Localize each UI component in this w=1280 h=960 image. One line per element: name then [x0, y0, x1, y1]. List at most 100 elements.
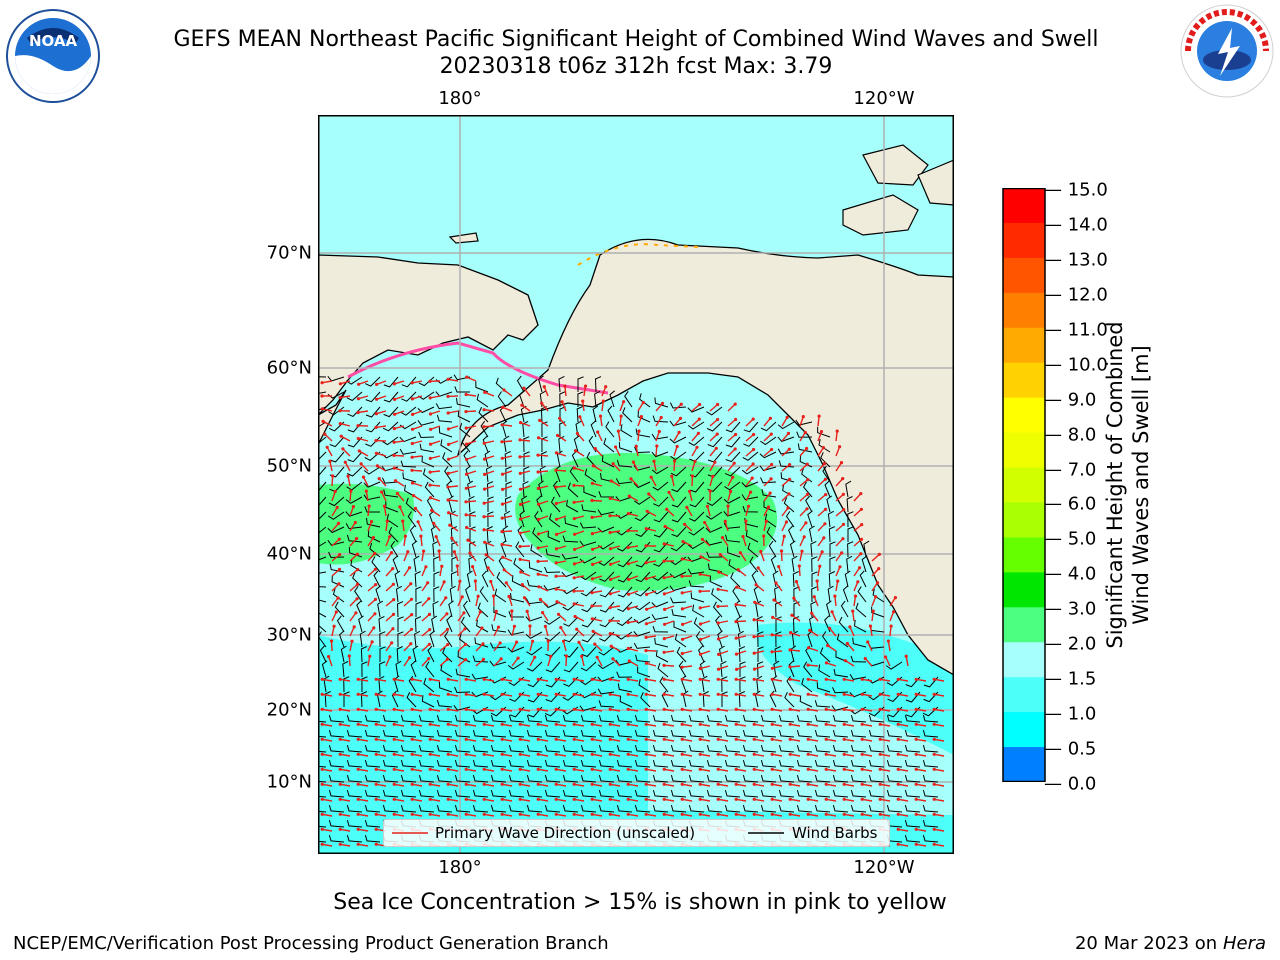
- wave-direction-arrowhead: [652, 459, 656, 463]
- wind-barb: [472, 744, 489, 753]
- wave-direction-arrowhead: [482, 692, 486, 696]
- wave-direction-arrowhead: [464, 692, 468, 696]
- wave-direction-arrowhead: [427, 612, 432, 616]
- wave-direction-arrow: [673, 403, 682, 412]
- sea-ice-bering: [347, 341, 609, 395]
- footer-host: Hera: [1222, 933, 1266, 954]
- wave-direction-arrowhead: [718, 553, 722, 557]
- wave-direction-arrowhead: [338, 752, 342, 756]
- wind-barb: [581, 616, 597, 628]
- wave-direction-arrowhead: [536, 767, 540, 771]
- wind-barb: [749, 556, 759, 573]
- wave-direction-arrowhead: [355, 552, 359, 556]
- wave-direction-arrowhead: [839, 461, 844, 465]
- wave-direction-arrow: [484, 798, 495, 802]
- wave-direction-arrowhead: [626, 782, 630, 786]
- wave-direction-arrow: [610, 497, 621, 502]
- wave-direction-arrow: [635, 446, 639, 457]
- wave-direction-arrowhead: [608, 619, 612, 623]
- wind-barb: [486, 526, 493, 543]
- wind-barb: [819, 647, 831, 663]
- wind-barb: [318, 436, 327, 445]
- wave-direction-arrowhead: [777, 565, 781, 569]
- wind-barb: [904, 804, 921, 813]
- wave-direction-arrow: [520, 530, 531, 534]
- wave-direction-arrowhead: [662, 663, 666, 668]
- wave-direction-arrow: [394, 768, 405, 772]
- wave-direction-arrow: [322, 723, 333, 727]
- wave-direction-arrowhead: [805, 492, 810, 496]
- wave-direction-arrow: [322, 408, 333, 412]
- wave-direction-arrowhead: [590, 722, 594, 726]
- wave-direction-arrow: [727, 448, 736, 457]
- wind-barb: [652, 744, 669, 753]
- wave-direction-arrowhead: [428, 812, 432, 816]
- wave-direction-arrow: [628, 575, 639, 581]
- wind-barb: [616, 671, 633, 678]
- colorbar-tick-label: — 5.0: [1044, 528, 1097, 550]
- wave-direction-arrow: [736, 768, 747, 772]
- wind-barb: [418, 714, 435, 723]
- wind-barb: [707, 436, 723, 448]
- footer-date-host: 20 Mar 2023 on Hera: [1075, 933, 1266, 954]
- wind-barb: [580, 789, 597, 798]
- wave-direction-arrowhead: [338, 812, 342, 816]
- wind-barb: [360, 646, 368, 663]
- wave-direction-arrow: [772, 798, 783, 802]
- wave-direction-arrowhead: [482, 677, 486, 681]
- wave-direction-arrowhead: [464, 392, 468, 397]
- wave-direction-arrow: [646, 738, 657, 742]
- wind-barb: [377, 600, 384, 618]
- colorbar-tick-label: — 14.0: [1044, 214, 1108, 236]
- wave-direction-arrowhead: [536, 677, 540, 681]
- wave-direction-arrow: [403, 614, 413, 622]
- wave-direction-arrowhead: [572, 797, 576, 801]
- wave-direction-arrowhead: [385, 519, 389, 523]
- wind-barb: [562, 774, 579, 783]
- wave-direction-arrow: [505, 582, 513, 592]
- wave-direction-arrowhead: [572, 500, 576, 504]
- wave-direction-arrowhead: [374, 782, 378, 786]
- wave-direction-arrowhead: [860, 677, 864, 681]
- wave-direction-arrow: [576, 433, 585, 442]
- wave-direction-arrowhead: [444, 596, 448, 600]
- wave-direction-arrow: [763, 417, 771, 427]
- wave-direction-arrow: [898, 843, 909, 847]
- wave-direction-arrow: [773, 599, 783, 607]
- wave-direction-arrow: [376, 723, 387, 727]
- wave-direction-arrow: [852, 611, 855, 622]
- wave-direction-arrowhead: [446, 471, 450, 475]
- wind-barb: [760, 804, 777, 813]
- wave-direction-arrow: [556, 530, 567, 536]
- wave-direction-arrowhead: [720, 536, 725, 540]
- wind-barb: [379, 631, 386, 648]
- wind-barb: [318, 612, 327, 618]
- wave-direction-arrow: [429, 484, 441, 487]
- wind-barb: [816, 682, 831, 693]
- wave-direction-arrow: [898, 738, 909, 742]
- wave-direction-arrowhead: [338, 677, 342, 681]
- wave-direction-arrowhead: [338, 737, 342, 741]
- wave-direction-arrow: [709, 403, 719, 412]
- wave-direction-arrowhead: [803, 430, 807, 435]
- wind-barb: [454, 774, 471, 783]
- wind-barbs-legend-line: [748, 832, 784, 834]
- wind-barb: [461, 436, 471, 453]
- wave-direction-arrow: [331, 554, 341, 562]
- wave-direction-arrow: [807, 664, 819, 667]
- wind-barb: [653, 511, 669, 523]
- wave-direction-arrow: [349, 506, 355, 517]
- wave-direction-arrow: [412, 738, 423, 742]
- wave-direction-arrowhead: [932, 812, 936, 816]
- wave-direction-arrow: [511, 657, 519, 667]
- wave-direction-arrowhead: [698, 572, 702, 576]
- wave-direction-arrow: [412, 395, 423, 400]
- wind-barb: [550, 496, 561, 513]
- wave-direction-arrowhead: [408, 656, 412, 660]
- wave-direction-arrow: [414, 507, 423, 517]
- wave-direction-arrowhead: [369, 520, 374, 524]
- wind-barb: [318, 586, 327, 588]
- wave-direction-arrow: [817, 566, 821, 577]
- wave-direction-arrowhead: [752, 447, 756, 452]
- wind-barb: [364, 759, 381, 768]
